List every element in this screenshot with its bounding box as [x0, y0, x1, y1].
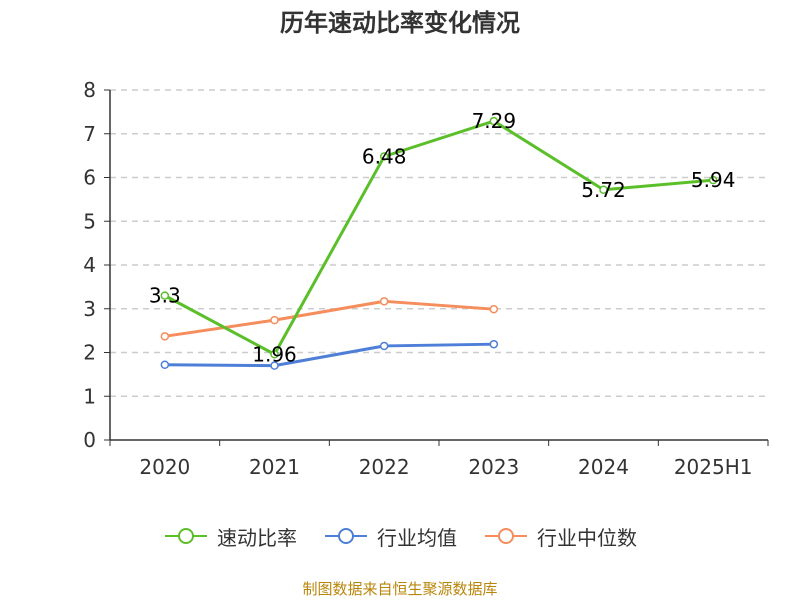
data-label: 6.48 [362, 145, 407, 169]
data-point-industry-median [379, 297, 389, 306]
data-point-industry-average [379, 341, 389, 351]
source-note: 制图数据来自恒生聚源数据库 [302, 580, 498, 598]
y-tick-label: 5 [83, 209, 96, 233]
data-point-industry-average [489, 339, 499, 349]
legend-item-industry-median[interactable]: 行业中位数 [483, 522, 637, 551]
legend-item-quick-ratio[interactable]: 速动比率 [163, 522, 297, 551]
y-tick-label: 2 [83, 341, 96, 365]
grid-lines [110, 89, 768, 397]
data-label: 1.96 [252, 342, 297, 366]
y-tick-label: 4 [83, 253, 96, 277]
data-point-industry-median [270, 315, 279, 325]
x-tick-label: 2020 [139, 455, 190, 479]
x-tick-label: 2024 [578, 455, 629, 479]
data-point-quick-ratio [270, 350, 279, 359]
data-point-quick-ratio [489, 116, 499, 126]
y-tick-label: 0 [83, 428, 96, 452]
legend-line-icon [165, 528, 207, 544]
data-point-industry-average [270, 361, 279, 370]
data-point-industry-median [489, 304, 499, 314]
legend-line-icon [325, 528, 367, 544]
data-labels: 3.3 1.96 6.48 7.29 5.72 5.94 [149, 109, 736, 366]
series-line-industry-average [164, 342, 494, 368]
data-point-industry-average [160, 360, 170, 369]
series-lines [160, 116, 718, 370]
x-tick-label: 2022 [359, 455, 410, 479]
legend[interactable]: 速动比率 行业均值 行业中位数 [0, 518, 800, 554]
y-tick-label: 1 [83, 384, 96, 408]
y-tick-label: 3 [83, 297, 96, 321]
series-line-quick-ratio [164, 119, 714, 356]
legend-label: 速动比率 [217, 525, 297, 550]
y-tick-label: 8 [83, 78, 96, 102]
data-label: 5.94 [691, 168, 736, 192]
y-tick-label: 7 [83, 122, 96, 146]
data-point-quick-ratio [379, 152, 389, 161]
series-line-industry-median [164, 299, 494, 338]
data-point-quick-ratio [708, 175, 718, 185]
data-point-quick-ratio [599, 185, 608, 194]
y-tick-label: 6 [83, 166, 96, 190]
legend-item-industry-average[interactable]: 行业均值 [323, 522, 457, 551]
x-tick-label: 2021 [249, 455, 300, 479]
chart-title: 历年速动比率变化情况 [280, 9, 520, 37]
data-label: 5.72 [581, 178, 626, 202]
data-point-quick-ratio [160, 291, 170, 300]
data-label: 3.3 [149, 284, 181, 308]
axes: 0 1 2 3 4 5 6 7 8 2020 2021 2022 2023 2024 2025H1 [83, 78, 769, 479]
x-tick-label: 2025H1 [674, 455, 753, 479]
legend-label: 行业均值 [377, 525, 457, 550]
data-point-industry-median [160, 332, 170, 341]
legend-label: 行业中位数 [537, 525, 637, 550]
legend-line-icon [485, 528, 527, 544]
x-tick-label: 2023 [468, 455, 519, 479]
data-label: 7.29 [472, 109, 517, 133]
